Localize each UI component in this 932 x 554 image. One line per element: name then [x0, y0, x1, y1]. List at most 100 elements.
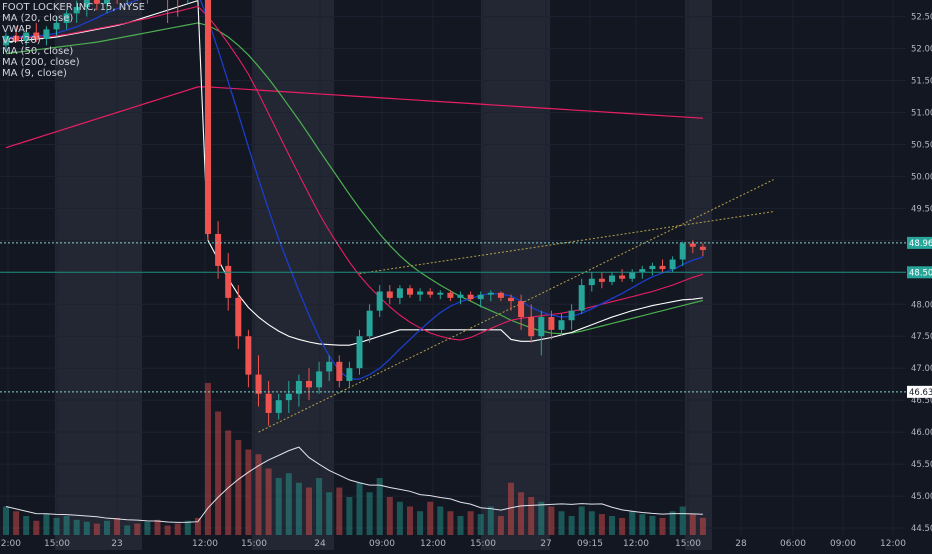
candle-body	[467, 294, 474, 300]
candle-body	[689, 243, 696, 247]
volume-bar	[669, 511, 676, 535]
candle-body	[679, 243, 686, 260]
volume-bar	[326, 492, 333, 535]
x-tick-label: 15:00	[470, 539, 496, 549]
volume-bar	[255, 454, 262, 535]
candle-body	[83, 0, 90, 7]
volume-bar	[568, 516, 575, 535]
volume-bar	[659, 517, 666, 535]
candle-body	[316, 371, 323, 388]
candle-body	[386, 291, 393, 298]
candle-body	[396, 288, 403, 298]
volume-bar	[538, 501, 545, 535]
candle-body	[427, 291, 434, 295]
candle-body	[306, 380, 312, 388]
volume-bar	[447, 511, 454, 535]
candle-body	[366, 310, 373, 337]
candle-body	[275, 400, 282, 413]
y-tick-label: 48.00	[911, 300, 932, 310]
candle-body	[558, 320, 565, 330]
x-tick-label: 12:00	[420, 539, 446, 549]
x-tick-label: 06:00	[780, 539, 806, 549]
y-tick-label: 46.00	[911, 428, 932, 438]
y-tick-label: 46.50	[911, 396, 932, 406]
volume-bar	[679, 506, 686, 535]
x-tick-label: 15:00	[44, 539, 70, 549]
x-tick-label: 12:00	[880, 539, 906, 549]
volume-bar	[275, 478, 282, 535]
volume-bar	[548, 506, 555, 535]
volume-bar	[306, 487, 312, 535]
volume-bar	[33, 520, 40, 535]
x-tick-label: 09:00	[830, 539, 856, 549]
volume-bar	[497, 516, 504, 535]
x-tick-label: 09:15	[577, 539, 603, 549]
volume-bar	[83, 521, 90, 535]
candle-body	[326, 361, 333, 372]
candle-body	[346, 368, 353, 381]
y-tick-label: 51.50	[911, 77, 932, 87]
volume-bar	[184, 520, 191, 535]
volume-bar	[508, 482, 514, 535]
candle-body	[588, 278, 595, 286]
x-tick-label: 12:00	[192, 539, 218, 549]
volume-bar	[154, 519, 161, 535]
volume-bar	[396, 501, 403, 535]
candle-body	[578, 285, 585, 311]
volume-bar	[194, 517, 201, 535]
volume-bar	[467, 511, 474, 535]
candle-body	[568, 310, 575, 321]
candle-body	[73, 6, 80, 14]
volume-bar	[417, 511, 424, 535]
volume-bar	[689, 514, 696, 535]
y-tick-label: 50.00	[911, 172, 932, 182]
volume-bar	[609, 516, 615, 535]
volume-bar	[699, 517, 706, 535]
x-tick-label: 15:00	[675, 539, 701, 549]
x-tick-label: 15:00	[241, 539, 267, 549]
volume-bar	[63, 516, 70, 535]
candle-body	[265, 393, 272, 413]
candle-body	[508, 297, 514, 302]
volume-bar	[558, 511, 565, 535]
volume-bar	[407, 506, 413, 535]
volume-bar	[477, 514, 484, 535]
volume-bar	[528, 497, 535, 535]
volume-bar	[134, 523, 141, 535]
candle-body	[336, 361, 343, 381]
candle-body	[659, 265, 666, 270]
price-tag-bg-1	[907, 266, 932, 279]
candle-body	[437, 292, 444, 295]
volume-bar	[3, 506, 9, 535]
price-tag-label-1: 48.50	[909, 268, 932, 278]
volume-bar	[588, 511, 595, 535]
candle-body	[3, 35, 9, 46]
candle-body	[255, 374, 262, 394]
y-tick-label: 52.00	[911, 45, 932, 55]
volume-bar	[144, 521, 151, 535]
y-tick-label: 47.00	[911, 364, 932, 374]
volume-bar	[265, 468, 272, 535]
volume-bar	[295, 482, 302, 535]
volume-bar	[336, 487, 343, 535]
volume-bar	[53, 517, 60, 535]
volume-bar	[285, 473, 292, 535]
volume-bar	[356, 482, 363, 535]
candle-body	[23, 32, 30, 41]
candle-body	[235, 297, 242, 337]
y-tick-label: 45.50	[911, 460, 932, 470]
candle-body	[93, 0, 100, 4]
session-shade-3	[685, 0, 712, 550]
volume-bar	[386, 497, 393, 535]
volume-bar	[235, 440, 242, 535]
candle-body	[447, 292, 454, 298]
volume-bar	[13, 511, 20, 535]
volume-bar	[164, 525, 171, 535]
x-tick-label: 12:00	[623, 539, 649, 549]
candle-body	[639, 269, 646, 273]
volume-bar	[245, 449, 252, 535]
price-tag-label-0: 48.96	[909, 239, 932, 249]
